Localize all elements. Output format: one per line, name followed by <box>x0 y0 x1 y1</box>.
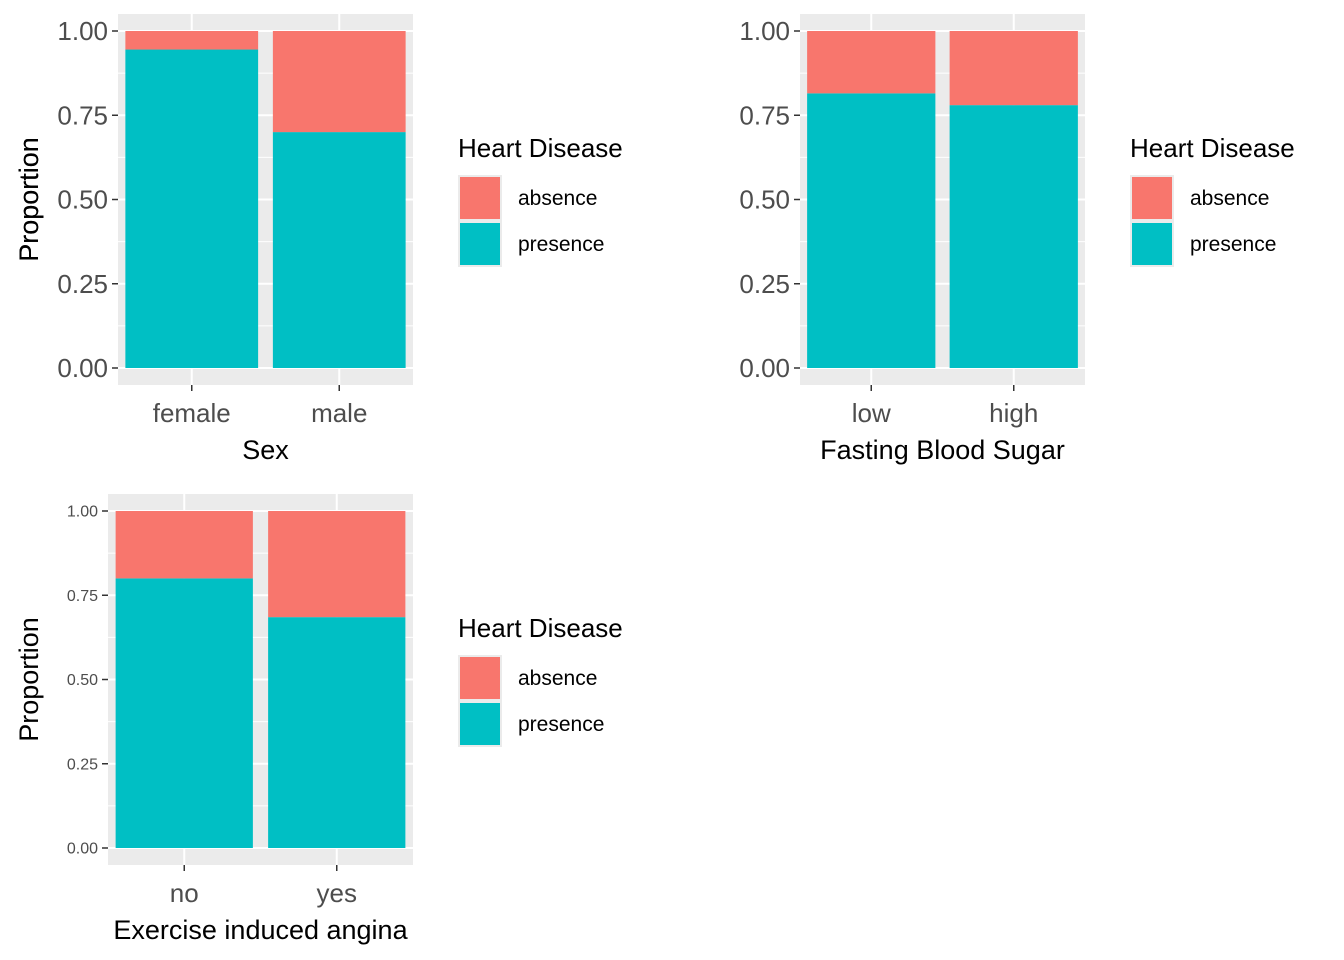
y-tick-label: 0.25 <box>57 269 108 299</box>
legend-key-presence <box>460 223 500 265</box>
y-tick-label: 0.50 <box>57 185 108 215</box>
bar-absence-low <box>807 31 936 94</box>
y-tick-label: 0.00 <box>739 353 790 383</box>
chart-3: 0.00 0.25 0.50 0.75 1.00 no yes Exercise induce… <box>14 494 623 945</box>
y-tick-label: 0.25 <box>739 269 790 299</box>
y-tick-label: 0.75 <box>57 100 108 130</box>
bar-absence-no <box>115 511 253 579</box>
legend-label-absence: absence <box>1190 187 1269 210</box>
x-tick-label: no <box>170 878 199 908</box>
y-tick-label: 0.75 <box>67 588 98 605</box>
y-tick-label: 1.00 <box>57 16 108 46</box>
x-axis-title: Fasting Blood Sugar <box>820 435 1065 465</box>
y-tick-label: 1.00 <box>67 504 98 521</box>
legend-key-absence <box>460 177 500 219</box>
bar-presence-high <box>949 105 1078 368</box>
y-tick-label: 0.50 <box>739 185 790 215</box>
bar-presence-yes <box>268 617 406 848</box>
y-tick-label: 0.75 <box>739 100 790 130</box>
chart-2: 0.00 0.25 0.50 0.75 1.00 low high Fasting Blood… <box>14 14 1295 465</box>
bar-absence-high <box>949 31 1078 106</box>
legend-title: Heart Disease <box>458 133 623 163</box>
legend: Heart Disease absence presence <box>1130 133 1295 267</box>
legend-key-absence <box>460 657 500 699</box>
x-tick-label: male <box>311 398 367 428</box>
x-tick-label: low <box>852 398 891 428</box>
legend-key-presence <box>460 703 500 745</box>
bar-presence-no <box>115 578 253 848</box>
bar-absence-yes <box>268 511 406 618</box>
chart-1: 0.00 0.25 0.50 0.75 1.00 female male Sex Proport… <box>14 14 623 465</box>
x-axis-title: Sex <box>242 435 289 465</box>
legend-label-absence: absence <box>518 187 597 210</box>
y-tick-label: 0.25 <box>67 756 98 773</box>
bar-presence-low <box>807 93 936 368</box>
legend: Heart Disease absence presence <box>458 133 623 267</box>
legend-key-presence <box>1132 223 1172 265</box>
x-axis-title: Exercise induced angina <box>113 915 408 945</box>
y-axis-title: Proportion <box>14 617 44 742</box>
x-tick-label: female <box>153 398 231 428</box>
y-tick-label: 0.00 <box>57 353 108 383</box>
legend: Heart Disease absence presence <box>458 613 623 747</box>
legend-label-presence: presence <box>518 233 604 256</box>
legend-title: Heart Disease <box>458 613 623 643</box>
y-axis-title: Proportion <box>14 137 44 262</box>
y-axis-title: Proportion <box>14 137 44 262</box>
legend-label-absence: absence <box>518 667 597 690</box>
bar-presence-female <box>125 49 259 368</box>
y-tick-label: 1.00 <box>739 16 790 46</box>
x-tick-label: yes <box>317 878 357 908</box>
bar-absence-female <box>125 31 259 50</box>
y-tick-label: 0.50 <box>67 672 98 689</box>
y-tick-label: 0.00 <box>67 841 98 858</box>
legend-title: Heart Disease <box>1130 133 1295 163</box>
bar-absence-male <box>272 31 406 133</box>
x-tick-label: high <box>989 398 1038 428</box>
legend-key-absence <box>1132 177 1172 219</box>
legend-label-presence: presence <box>1190 233 1276 256</box>
bar-presence-male <box>272 132 406 368</box>
legend-label-presence: presence <box>518 713 604 736</box>
